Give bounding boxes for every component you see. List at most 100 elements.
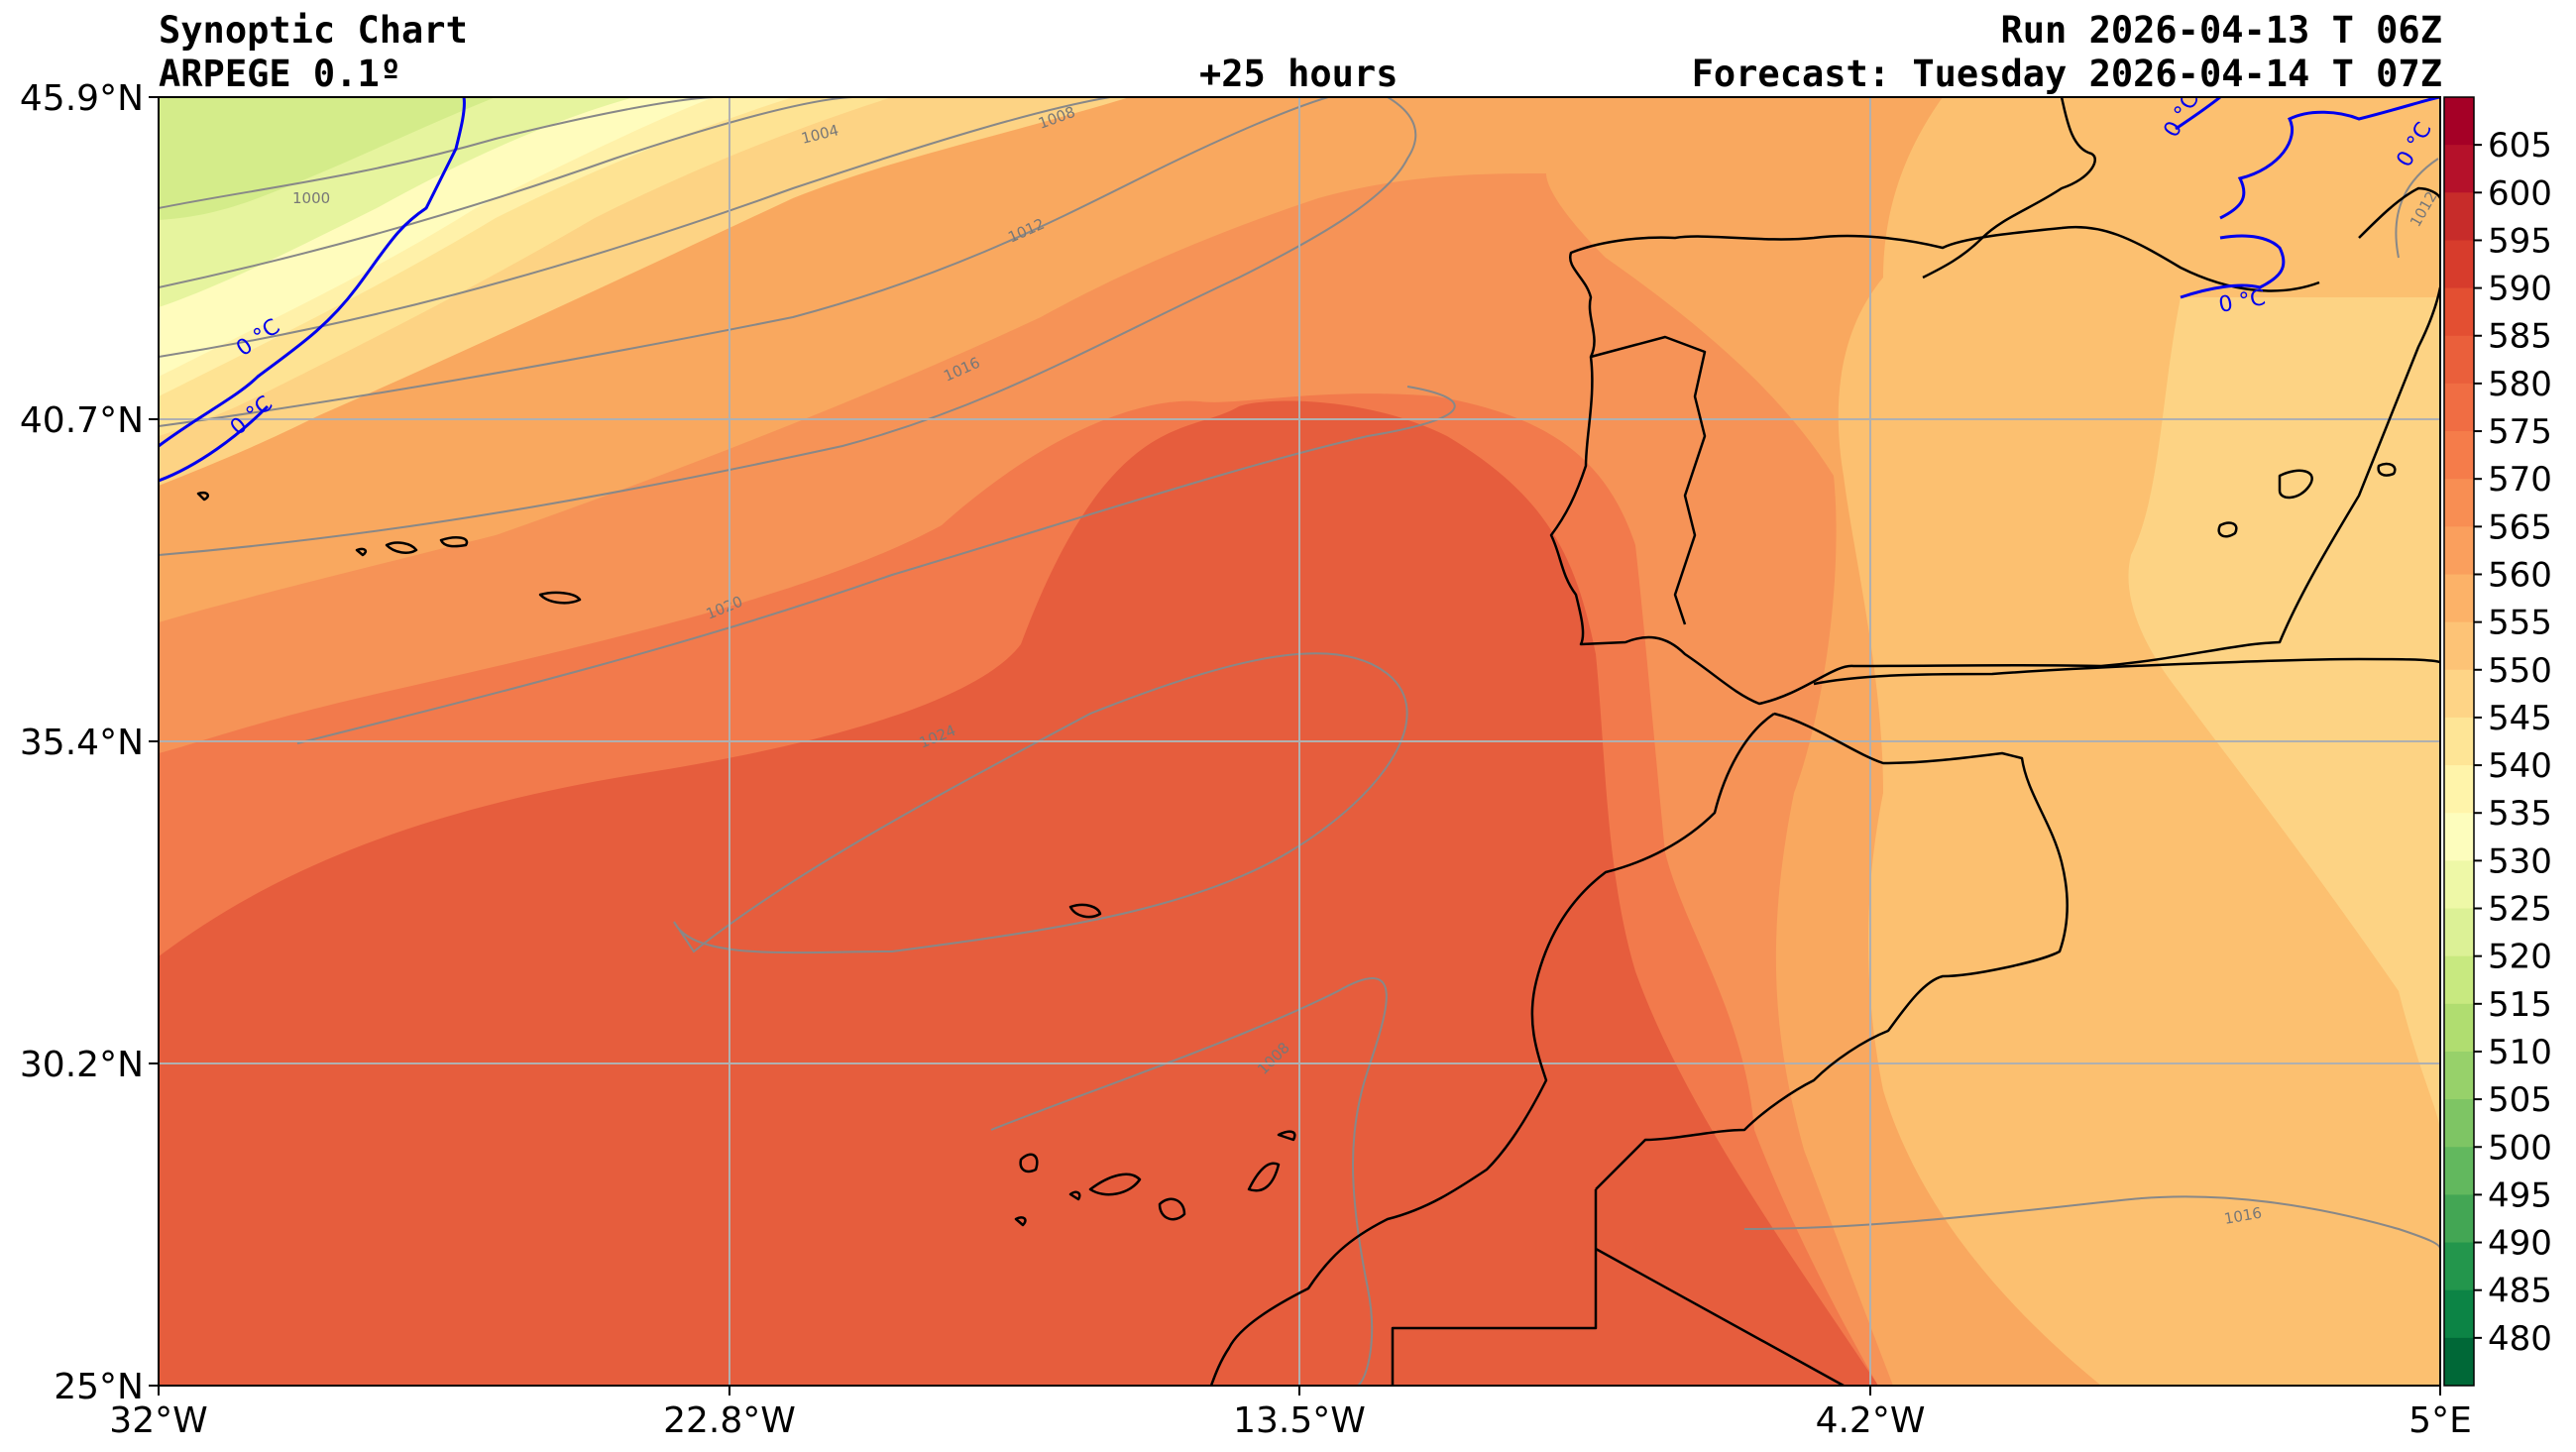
lon-label-22-8w: 22.8°W bbox=[663, 1400, 796, 1441]
colorbar-label: 485 bbox=[2488, 1272, 2552, 1311]
isobar-1024 bbox=[673, 652, 1408, 954]
lead-time: +25 hours bbox=[1199, 53, 1399, 95]
coast-canary-1 bbox=[1019, 1153, 1039, 1173]
colorbar-swatch bbox=[2444, 526, 2474, 575]
run-time: Run 2026-04-13 T 06Z bbox=[2000, 9, 2442, 52]
freezing-line-north bbox=[2175, 97, 2440, 220]
colorbar-swatch bbox=[2444, 621, 2474, 671]
colorbar-swatch bbox=[2444, 145, 2474, 193]
model-name: ARPEGE 0.1º bbox=[159, 53, 402, 95]
colorbar-label: 480 bbox=[2488, 1319, 2552, 1359]
freezing-line-west-2 bbox=[159, 404, 270, 483]
coast-north-africa-north bbox=[1595, 712, 2069, 1190]
border-mauritania bbox=[1595, 1247, 1845, 1386]
coast-canary-3 bbox=[1158, 1197, 1186, 1221]
field-band-light-east bbox=[2128, 297, 2440, 1130]
colorbar-label: 520 bbox=[2488, 938, 2552, 977]
colorbar-swatch bbox=[2444, 574, 2474, 623]
colorbar-label: 515 bbox=[2488, 985, 2552, 1025]
colorbar-label: 575 bbox=[2488, 412, 2552, 452]
lat-axis: 45.9°N 40.7°N 35.4°N 30.2°N 25°N bbox=[20, 78, 159, 1407]
coast-azores-4 bbox=[196, 491, 368, 557]
colorbar-label: 595 bbox=[2488, 221, 2552, 261]
geopotential-field: 1000 1004 1008 1012 1016 1020 1024 1008 … bbox=[159, 97, 2440, 1386]
isobar-1020-south bbox=[990, 977, 1388, 1386]
lon-label-4-2w: 4.2°W bbox=[1816, 1400, 1926, 1441]
forecast-time: Forecast: Tuesday 2026-04-14 T 07Z bbox=[1691, 53, 2442, 95]
isobar-1012 bbox=[159, 97, 1329, 427]
colorbar-label: 600 bbox=[2488, 173, 2552, 213]
lon-label-5e: 5°E bbox=[2408, 1400, 2472, 1441]
colorbar-label: 505 bbox=[2488, 1080, 2552, 1120]
colorbar-swatch bbox=[2444, 1099, 2474, 1148]
coast-iberia bbox=[1549, 225, 2440, 706]
coast-azores-3 bbox=[538, 591, 582, 605]
border-western-sahara bbox=[1391, 1189, 1598, 1386]
lat-label-35-4n: 35.4°N bbox=[20, 723, 144, 763]
colorbar-swatch bbox=[2444, 860, 2474, 910]
colorbar-swatch bbox=[2444, 431, 2474, 480]
lat-label-45-9n: 45.9°N bbox=[20, 78, 144, 119]
freezing-lines bbox=[159, 97, 2440, 483]
colorbar-label: 495 bbox=[2488, 1175, 2552, 1215]
colorbar-swatch bbox=[2444, 479, 2474, 527]
colorbar-swatch bbox=[2444, 1242, 2474, 1291]
coast-portugal-border bbox=[1590, 335, 1707, 625]
colorbar-label: 500 bbox=[2488, 1128, 2552, 1168]
colorbar-swatch bbox=[2444, 1003, 2474, 1053]
freezing-line-west bbox=[159, 97, 466, 448]
isobar-label-1000: 1000 bbox=[292, 189, 330, 207]
colorbar-label: 560 bbox=[2488, 555, 2552, 595]
colorbar-label: 550 bbox=[2488, 651, 2552, 691]
colorbar-swatch bbox=[2444, 1337, 2474, 1387]
colorbar-label: 555 bbox=[2488, 604, 2552, 643]
coast-azores-2 bbox=[439, 536, 469, 548]
colorbar-label: 580 bbox=[2488, 365, 2552, 404]
colorbar-swatch bbox=[2444, 1147, 2474, 1195]
colorbar-swatch bbox=[2444, 1051, 2474, 1100]
coast-france bbox=[1922, 97, 2440, 279]
colorbar-label: 535 bbox=[2488, 794, 2552, 834]
lon-axis: 32°W 22.8°W 13.5°W 4.2°W 5°E bbox=[109, 1386, 2472, 1441]
colorbar-swatch bbox=[2444, 813, 2474, 861]
colorbar-label: 525 bbox=[2488, 890, 2552, 930]
colorbar-label: 530 bbox=[2488, 841, 2552, 881]
isobar-1008 bbox=[159, 97, 1111, 358]
grid-lines bbox=[159, 97, 2440, 1386]
coast-canary-4 bbox=[1014, 1130, 1296, 1227]
lat-label-25n: 25°N bbox=[54, 1367, 144, 1407]
colorbar-label: 585 bbox=[2488, 317, 2552, 357]
isobar-1000 bbox=[159, 97, 715, 209]
colorbar-swatch bbox=[2444, 1289, 2474, 1339]
colorbar: 605 600 595 590 585 580 575 570 565 560 555 550 545 5… bbox=[2443, 96, 2552, 1387]
colorbar-swatch bbox=[2444, 669, 2474, 719]
colorbar-swatch bbox=[2444, 240, 2474, 289]
coast-balearic bbox=[2217, 462, 2397, 538]
lon-label-13-5w: 13.5°W bbox=[1233, 1400, 1366, 1441]
colorbar-swatch bbox=[2444, 335, 2474, 385]
coast-algeria bbox=[1813, 657, 2440, 686]
coast-madeira bbox=[1068, 903, 1102, 919]
lat-label-40-7n: 40.7°N bbox=[20, 400, 144, 441]
colorbar-frame bbox=[2443, 96, 2475, 1387]
isobar-1004 bbox=[159, 97, 853, 288]
colorbar-label: 540 bbox=[2488, 746, 2552, 786]
coast-azores-1 bbox=[385, 541, 418, 554]
colorbar-swatch bbox=[2444, 1194, 2474, 1244]
colorbar-swatch bbox=[2444, 955, 2474, 1005]
chart-title: Synoptic Chart bbox=[159, 9, 468, 52]
field-band-green-light bbox=[159, 97, 496, 220]
colorbar-swatch bbox=[2444, 97, 2474, 146]
colorbar-swatch bbox=[2444, 287, 2474, 337]
coast-morocco bbox=[1209, 712, 1775, 1386]
freezing-line-north-2 bbox=[2180, 234, 2286, 299]
colorbar-label: 545 bbox=[2488, 699, 2552, 738]
colorbar-label: 605 bbox=[2488, 126, 2552, 166]
colorbar-label: 590 bbox=[2488, 270, 2552, 309]
colorbar-swatch bbox=[2444, 383, 2474, 432]
isobar-1016-se bbox=[1743, 1195, 2440, 1250]
colorbar-label: 565 bbox=[2488, 507, 2552, 547]
colorbar-swatch bbox=[2444, 192, 2474, 241]
colorbar-swatch bbox=[2444, 908, 2474, 957]
coastlines bbox=[196, 97, 2440, 1386]
